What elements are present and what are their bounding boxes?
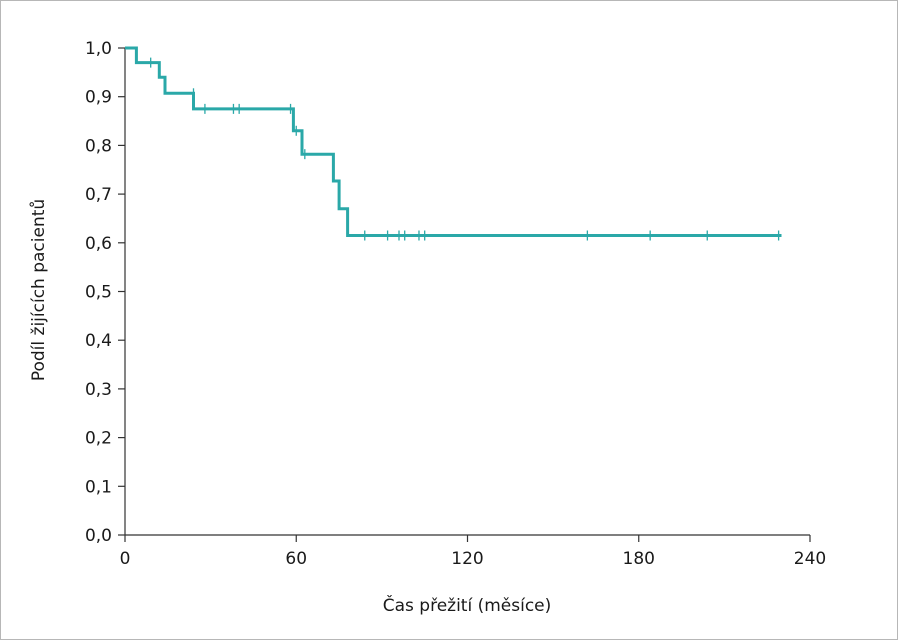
axes bbox=[124, 48, 810, 536]
y-tick-label: 0,7 bbox=[85, 185, 112, 205]
y-tick-label: 0,3 bbox=[85, 380, 112, 400]
x-tick-label: 60 bbox=[285, 549, 307, 569]
y-tick-label: 1,0 bbox=[85, 39, 112, 59]
y-tick-label: 0,4 bbox=[85, 331, 112, 351]
survival-step-line bbox=[125, 46, 782, 237]
x-tick-label: 120 bbox=[451, 549, 483, 569]
y-tick-label: 0,2 bbox=[85, 429, 112, 449]
plot-area bbox=[125, 46, 782, 241]
ticks: 0,0 0,1 0,2 0,3 0,4 0,5 0,6 0,7 0,8 0,9 1,0 0 60 120 1… bbox=[85, 39, 826, 569]
y-tick-label: 0,6 bbox=[85, 234, 112, 254]
y-tick-label: 0,5 bbox=[85, 283, 112, 303]
y-axis-title: Podíl žijících pacientů bbox=[29, 199, 49, 381]
y-tick-label: 0,0 bbox=[85, 526, 112, 546]
x-tick-label: 240 bbox=[794, 549, 826, 569]
y-tick-label: 0,8 bbox=[85, 136, 112, 156]
x-tick-label: 0 bbox=[120, 549, 131, 569]
y-tick-label: 0,9 bbox=[85, 88, 112, 108]
x-tick-label: 180 bbox=[623, 549, 655, 569]
x-axis-title: Čas přežití (měsíce) bbox=[383, 594, 552, 616]
y-tick-label: 0,1 bbox=[85, 477, 112, 497]
